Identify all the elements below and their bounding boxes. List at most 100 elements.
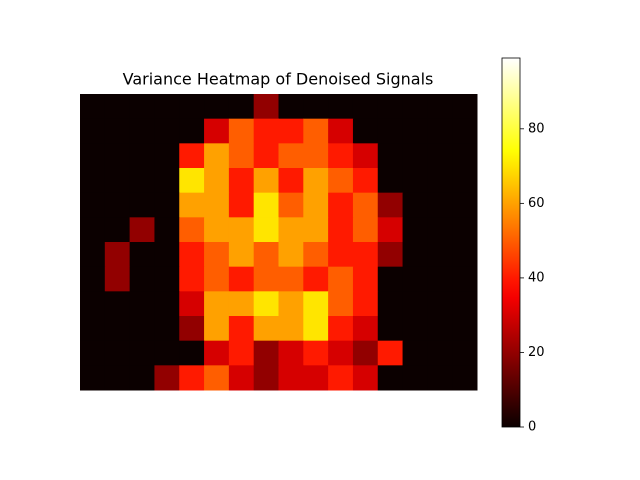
heatmap-cell <box>129 94 155 120</box>
heatmap-cell <box>303 242 329 268</box>
heatmap-cell <box>179 217 205 243</box>
heatmap-cell <box>80 168 106 194</box>
heatmap-cell <box>228 192 255 218</box>
heatmap-cell <box>328 192 354 218</box>
heatmap-cell <box>179 340 205 366</box>
heatmap-cell <box>204 266 230 292</box>
heatmap-cell <box>80 365 106 391</box>
heatmap-cell <box>278 217 304 243</box>
heatmap-cell <box>104 316 131 342</box>
heatmap-cell <box>253 143 279 169</box>
heatmap-cell <box>427 266 453 292</box>
heatmap-cell <box>278 266 304 292</box>
heatmap-cell <box>352 291 379 317</box>
heatmap-cell <box>377 340 404 366</box>
heatmap-cell <box>352 217 379 243</box>
heatmap-cell <box>377 217 404 243</box>
heatmap-cell <box>452 168 478 194</box>
heatmap-cell <box>154 168 180 194</box>
heatmap-cell <box>253 168 279 194</box>
heatmap-cell <box>452 316 478 342</box>
heatmap-cell <box>204 242 230 268</box>
heatmap-cell <box>402 291 428 317</box>
heatmap-cell <box>104 266 131 292</box>
heatmap-cell <box>377 192 404 218</box>
heatmap-cell <box>253 94 279 120</box>
heatmap-cell <box>154 143 180 169</box>
heatmap-cell <box>253 266 279 292</box>
heatmap-cell <box>303 316 329 342</box>
heatmap-cell <box>204 168 230 194</box>
heatmap-cell <box>352 316 379 342</box>
heatmap-cell <box>154 316 180 342</box>
heatmap-cell <box>328 316 354 342</box>
heatmap-cell <box>278 365 304 391</box>
heatmap-cell <box>204 365 230 391</box>
heatmap-cell <box>253 192 279 218</box>
heatmap-cell <box>129 168 155 194</box>
heatmap-cell <box>179 143 205 169</box>
heatmap-cell <box>452 291 478 317</box>
colorbar-tick-label: 80 <box>528 121 545 136</box>
heatmap-cell <box>104 192 131 218</box>
heatmap-cell <box>402 242 428 268</box>
heatmap-cell <box>104 143 131 169</box>
heatmap-cell <box>452 143 478 169</box>
heatmap-cell <box>253 242 279 268</box>
heatmap-cell <box>104 340 131 366</box>
colorbar <box>501 57 521 428</box>
heatmap-cell <box>328 118 354 144</box>
colorbar-tick-label: 0 <box>528 420 536 435</box>
heatmap-cell <box>328 242 354 268</box>
heatmap-cell <box>228 266 255 292</box>
heatmap-cell <box>278 118 304 144</box>
heatmap-cell <box>278 168 304 194</box>
heatmap-cell <box>204 291 230 317</box>
heatmap-cell <box>80 217 106 243</box>
heatmap-cell <box>303 168 329 194</box>
heatmap-cell <box>80 192 106 218</box>
heatmap-cell <box>328 168 354 194</box>
heatmap-cell <box>402 192 428 218</box>
heatmap-cell <box>427 168 453 194</box>
heatmap-cell <box>104 168 131 194</box>
heatmap-cell <box>328 94 354 120</box>
heatmap-cell <box>377 242 404 268</box>
heatmap-cell <box>179 365 205 391</box>
heatmap-cell <box>427 316 453 342</box>
heatmap-cell <box>253 340 279 366</box>
heatmap-cell <box>129 217 155 243</box>
heatmap-cell <box>352 242 379 268</box>
heatmap-cell <box>154 365 180 391</box>
heatmap-cell <box>154 192 180 218</box>
heatmap-cell <box>179 266 205 292</box>
heatmap-cell <box>228 94 255 120</box>
heatmap-cell <box>352 365 379 391</box>
heatmap-cell <box>377 168 404 194</box>
heatmap-cell <box>303 192 329 218</box>
heatmap-cell <box>352 118 379 144</box>
heatmap-cell <box>328 143 354 169</box>
heatmap-cell <box>452 192 478 218</box>
heatmap-cell <box>402 217 428 243</box>
heatmap-cell <box>228 242 255 268</box>
heatmap-cell <box>377 316 404 342</box>
heatmap-cell <box>253 291 279 317</box>
heatmap-cell <box>377 143 404 169</box>
heatmap-cell <box>179 94 205 120</box>
heatmap-cell <box>278 143 304 169</box>
heatmap-cell <box>129 192 155 218</box>
heatmap-cell <box>328 340 354 366</box>
heatmap-cell <box>80 94 106 120</box>
heatmap-cell <box>452 266 478 292</box>
heatmap-cell <box>129 291 155 317</box>
heatmap-cell <box>402 365 428 391</box>
heatmap-cell <box>228 168 255 194</box>
heatmap-cell <box>129 365 155 391</box>
heatmap-cell <box>427 192 453 218</box>
heatmap-cell <box>228 217 255 243</box>
heatmap-cell <box>402 168 428 194</box>
heatmap-cell <box>129 266 155 292</box>
heatmap-cell <box>204 118 230 144</box>
